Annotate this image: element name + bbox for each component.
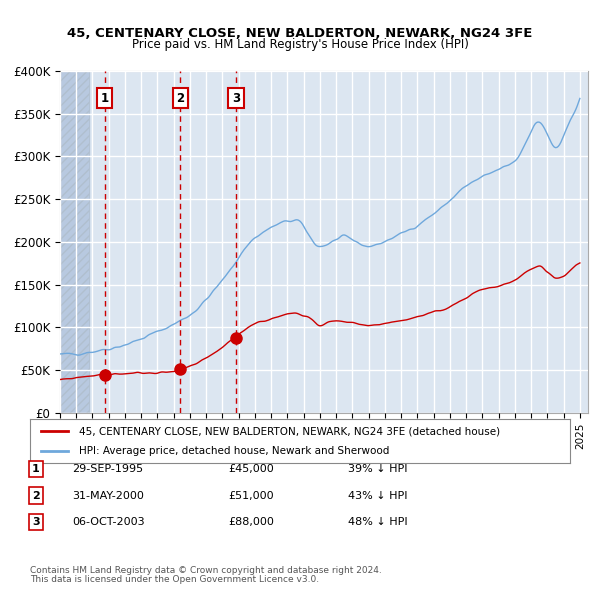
Text: 06-OCT-2003: 06-OCT-2003 xyxy=(72,517,145,527)
Text: £88,000: £88,000 xyxy=(228,517,274,527)
Text: 39% ↓ HPI: 39% ↓ HPI xyxy=(348,464,407,474)
Text: 2: 2 xyxy=(176,91,185,104)
Text: 2: 2 xyxy=(32,491,40,500)
Text: 1: 1 xyxy=(101,91,109,104)
Text: 45, CENTENARY CLOSE, NEW BALDERTON, NEWARK, NG24 3FE: 45, CENTENARY CLOSE, NEW BALDERTON, NEWA… xyxy=(67,27,533,40)
Text: £51,000: £51,000 xyxy=(228,491,274,500)
Text: Price paid vs. HM Land Registry's House Price Index (HPI): Price paid vs. HM Land Registry's House … xyxy=(131,38,469,51)
Text: 1: 1 xyxy=(32,464,40,474)
Text: £45,000: £45,000 xyxy=(228,464,274,474)
Text: 45, CENTENARY CLOSE, NEW BALDERTON, NEWARK, NG24 3FE (detached house): 45, CENTENARY CLOSE, NEW BALDERTON, NEWA… xyxy=(79,427,500,436)
Text: 29-SEP-1995: 29-SEP-1995 xyxy=(72,464,143,474)
Text: 3: 3 xyxy=(32,517,40,527)
Text: 48% ↓ HPI: 48% ↓ HPI xyxy=(348,517,407,527)
Text: 31-MAY-2000: 31-MAY-2000 xyxy=(72,491,144,500)
Text: Contains HM Land Registry data © Crown copyright and database right 2024.: Contains HM Land Registry data © Crown c… xyxy=(30,566,382,575)
Text: HPI: Average price, detached house, Newark and Sherwood: HPI: Average price, detached house, Newa… xyxy=(79,446,389,455)
Text: This data is licensed under the Open Government Licence v3.0.: This data is licensed under the Open Gov… xyxy=(30,575,319,584)
Text: 3: 3 xyxy=(232,91,240,104)
Text: 43% ↓ HPI: 43% ↓ HPI xyxy=(348,491,407,500)
